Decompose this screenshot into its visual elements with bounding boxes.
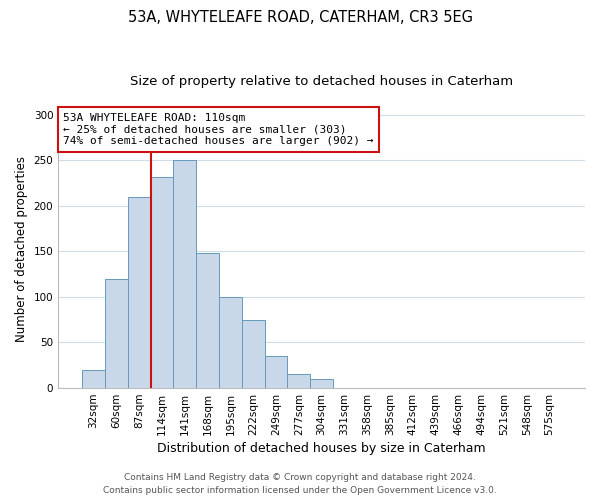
Bar [173,160,196,388]
Text: Contains HM Land Registry data © Crown copyright and database right 2024.
Contai: Contains HM Land Registry data © Crown c… [103,474,497,495]
Bar [242,320,265,388]
Bar [151,176,173,388]
Title: Size of property relative to detached houses in Caterham: Size of property relative to detached ho… [130,75,513,88]
Bar [128,196,151,388]
Text: 53A WHYTELEAFE ROAD: 110sqm
← 25% of detached houses are smaller (303)
74% of se: 53A WHYTELEAFE ROAD: 110sqm ← 25% of det… [64,113,374,146]
Bar [105,278,128,388]
Bar [310,379,333,388]
Bar [287,374,310,388]
Bar [265,356,287,388]
Y-axis label: Number of detached properties: Number of detached properties [15,156,28,342]
Bar [219,297,242,388]
Bar [82,370,105,388]
X-axis label: Distribution of detached houses by size in Caterham: Distribution of detached houses by size … [157,442,486,455]
Text: 53A, WHYTELEAFE ROAD, CATERHAM, CR3 5EG: 53A, WHYTELEAFE ROAD, CATERHAM, CR3 5EG [128,10,473,25]
Bar [196,253,219,388]
